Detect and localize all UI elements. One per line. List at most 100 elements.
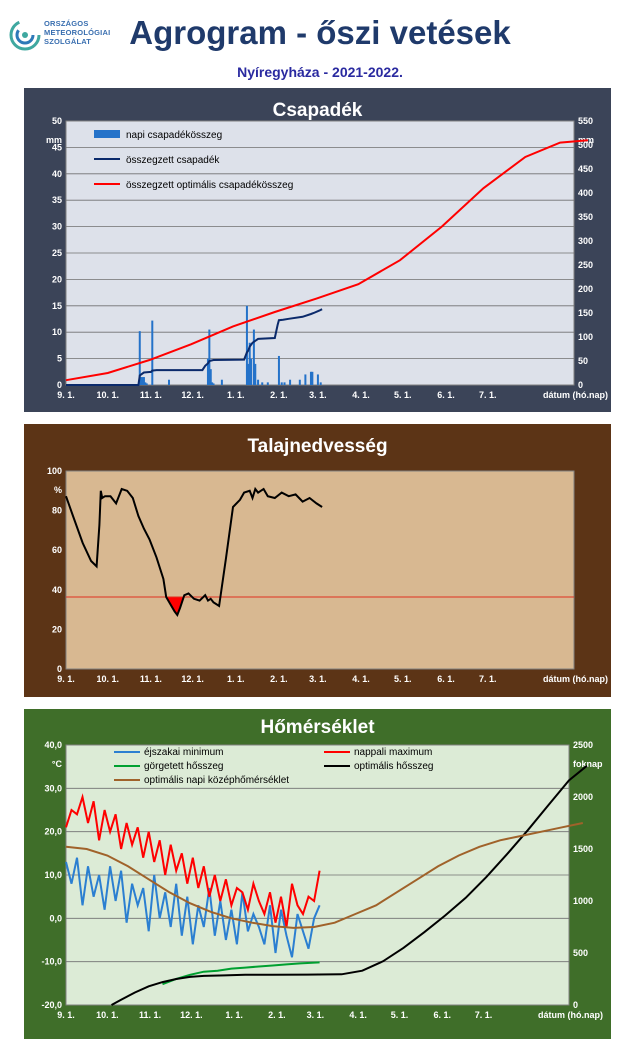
precip-bar (252, 329, 255, 385)
x-tick-label: 4. 1. (352, 390, 370, 400)
deficit-area (166, 597, 185, 615)
y-tick-label: 30,0 (44, 783, 62, 793)
page-title: Agrogram - őszi vetések (129, 14, 511, 51)
soil-moisture-line (65, 486, 323, 618)
y-tick-label: -20,0 (41, 1000, 62, 1010)
precip-bar (138, 331, 141, 385)
y-tick-label: 5 (57, 354, 62, 364)
precip-bar (261, 382, 264, 385)
precip-bar (212, 383, 215, 385)
precipitation-chart: 0510152025303540455005010015020025030035… (46, 116, 608, 400)
precip-bar (247, 363, 250, 385)
x-tick-label: 11. 1. (140, 674, 162, 684)
y2-tick-label: 2500 (573, 740, 593, 750)
x-tick-label: 12. 1. (181, 390, 204, 400)
y2-tick-label: 500 (578, 140, 593, 150)
y2-tick-label: 150 (578, 308, 593, 318)
legend-label: összegzett optimális csapadékösszeg (126, 180, 293, 191)
x-tick-label: 2. 1. (268, 1010, 286, 1020)
y2-tick-label: 1500 (573, 844, 593, 854)
y2-tick-label: 400 (578, 188, 593, 198)
y2-tick-label: 2000 (573, 792, 593, 802)
y-tick-label: -10,0 (41, 957, 62, 967)
legend-label: optimális napi középhőmérséklet (144, 775, 289, 786)
y2-tick-label: 450 (578, 164, 593, 174)
temperature-title: Hőmérséklet (260, 717, 375, 738)
y2-tick-label: 1000 (573, 896, 593, 906)
y-tick-label: 50 (52, 116, 62, 126)
logo-line-3: SZOLGÁLAT (44, 37, 92, 46)
y-axis-unit: % (54, 485, 62, 495)
y2-tick-label: 0 (573, 1000, 578, 1010)
soil-moisture-title: Talajnedvesség (247, 436, 388, 457)
soil-moisture-panel: Talajnedvesség 0 20 40 60 80 100 9. 1. 10. 1. 11… (24, 424, 611, 697)
y-tick-label: 0,0 (49, 913, 62, 923)
x-tick-label: 12. 1. (181, 674, 204, 684)
x-tick-label: 7. 1. (479, 674, 497, 684)
y-tick-label: 40 (52, 169, 62, 179)
y2-tick-label: 100 (578, 332, 593, 342)
x-tick-label: 9. 1. (57, 390, 75, 400)
page-subtitle: Nyíregyháza - 2021-2022. (237, 64, 403, 80)
precip-bar (277, 355, 280, 385)
y-tick-label: 60 (52, 545, 62, 555)
x-tick-label: 2. 1. (270, 390, 288, 400)
y-tick-label: 20 (52, 274, 62, 284)
y-tick-label: 40,0 (44, 740, 62, 750)
precip-bar (280, 382, 283, 385)
y-tick-label: 25 (52, 248, 62, 258)
optimal-mean-temp-line (65, 822, 584, 929)
precip-bar (254, 363, 257, 385)
y-tick-label: 20,0 (44, 827, 62, 837)
tmax-line (65, 793, 321, 928)
x-tick-label: 4. 1. (349, 1010, 367, 1020)
optimal-heat-sum-line (111, 765, 588, 1006)
precip-bar (206, 358, 209, 385)
x-tick-label: 6. 1. (437, 390, 455, 400)
y-axis-unit: °C (52, 759, 63, 769)
precip-bar (245, 305, 248, 385)
x-tick-label: 11. 1. (140, 390, 162, 400)
precip-bar (316, 374, 319, 385)
y2-tick-label: 0 (578, 380, 583, 390)
precip-bar (208, 329, 211, 385)
legend-label: összegzett csapadék (126, 155, 220, 166)
precip-bar (220, 379, 223, 385)
logo-line-1: ORSZÁGOS (44, 19, 89, 28)
y-tick-label: 0 (57, 664, 62, 674)
tmin-line (65, 857, 321, 958)
y-tick-label: 80 (52, 506, 62, 516)
precip-bar (209, 369, 212, 385)
rolling-heat-sum-line (162, 961, 320, 986)
logo-text: ORSZÁGOS METEOROLÓGIAI SZOLGÁLAT (44, 19, 110, 46)
x-tick-label: 3. 1. (309, 674, 327, 684)
precip-bar (283, 382, 286, 385)
y-axis-unit: mm (46, 135, 62, 145)
header: ORSZÁGOS METEOROLÓGIAI SZOLGÁLAT Agrogra… (0, 0, 640, 90)
y2-tick-label: 500 (573, 948, 588, 958)
precip-bar (266, 382, 269, 385)
temperature-chart: -20,0 -10,0 0,0 10,0 20,0 30,0 40,0 0 500 1000 150… (41, 740, 603, 1020)
legend-label: optimális hősszeg (354, 761, 433, 772)
x-tick-label: 1. 1. (227, 390, 245, 400)
legend-label: görgetett hősszeg (144, 761, 224, 772)
optimal-precip-line (65, 139, 588, 382)
y2-tick-label: 550 (578, 116, 593, 126)
temperature-panel: Hőmérséklet -20,0 -10,0 0,0 10,0 20,0 30,0 40,… (24, 709, 611, 1039)
legend-label: nappali maximum (354, 747, 432, 758)
x-tick-label: 10. 1. (96, 674, 119, 684)
y2-tick-label: 50 (578, 356, 588, 366)
y-tick-label: 35 (52, 195, 62, 205)
y2-tick-label: 350 (578, 212, 593, 222)
x-tick-label: 5. 1. (391, 1010, 409, 1020)
x-tick-label: 1. 1. (225, 1010, 243, 1020)
logo-swirl-icon (9, 19, 41, 51)
precip-bar (309, 371, 312, 385)
y-tick-label: 0 (57, 380, 62, 390)
x-tick-label: 10. 1. (96, 390, 119, 400)
precip-bar (141, 377, 144, 385)
precip-bar (319, 382, 322, 385)
x-axis-label: dátum (hó.nap) (543, 390, 608, 400)
precip-bar (151, 320, 154, 385)
precip-bar (211, 382, 214, 385)
